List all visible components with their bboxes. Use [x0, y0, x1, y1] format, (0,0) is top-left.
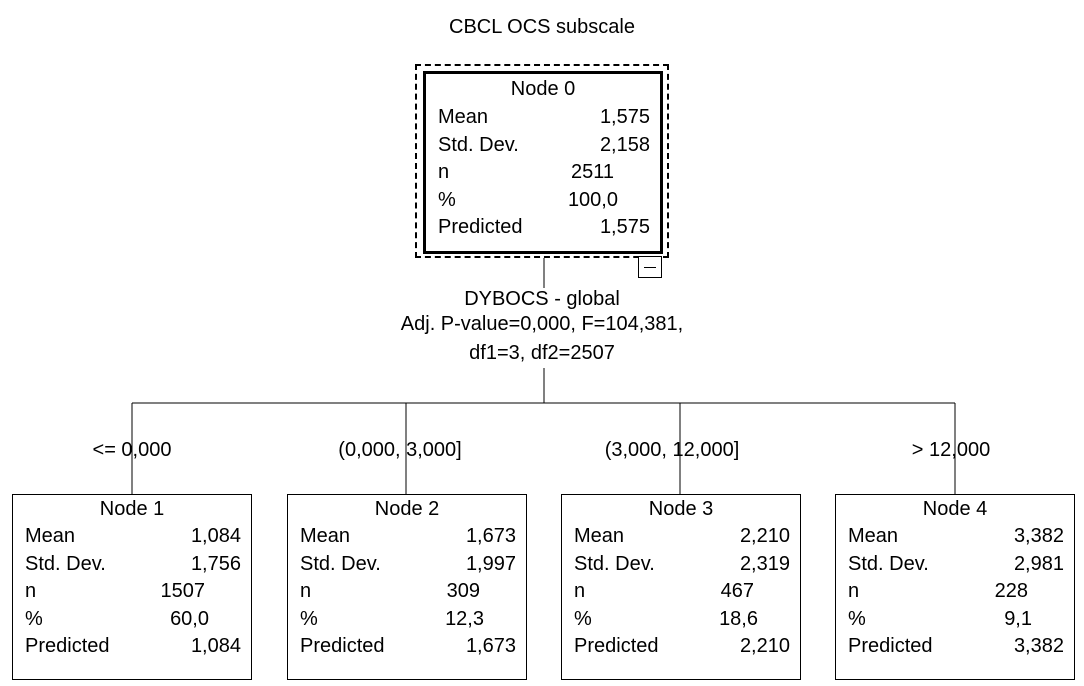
edge-label-3: (3,000, 12,000] [604, 439, 740, 461]
node-title: Node 1 [99, 498, 165, 520]
n-label: n [574, 580, 586, 602]
edge-label-1: <= 0,000 [92, 439, 172, 461]
n-value: 1507 [160, 580, 206, 602]
n-value: 309 [446, 580, 480, 602]
pred-value: 3,382 [1013, 635, 1064, 657]
pct-value: 60,0 [170, 607, 209, 630]
pct-value: 12,3 [445, 607, 484, 630]
tree-title: CBCL OCS subscale [449, 16, 635, 38]
pct-label: % [25, 607, 43, 630]
sd-value: 2,981 [1013, 552, 1064, 575]
n-value: 2511 [570, 161, 614, 183]
selection-frame [415, 64, 669, 258]
mean-label: Mean [438, 106, 489, 128]
collapse-node-button[interactable] [638, 256, 662, 278]
sd-value: 2,158 [599, 133, 650, 156]
pct-label: % [300, 607, 318, 630]
mean-value: 1,575 [599, 106, 650, 128]
n-value: 467 [720, 580, 754, 602]
mean-value: 1,084 [190, 525, 241, 547]
sd-value: 1,997 [465, 552, 516, 575]
sd-label: Std. Dev. [848, 552, 929, 575]
pct-label: % [574, 607, 592, 630]
pred-value: 1,673 [465, 635, 516, 657]
node-4[interactable]: Node 4 Mean 3,382 Std. Dev. 2,981 n 228 % 9,… [835, 494, 1075, 680]
sd-label: Std. Dev. [438, 133, 519, 156]
pred-label: Predicted [438, 216, 523, 238]
mean-label: Mean [300, 525, 351, 547]
node-3[interactable]: Node 3 Mean 2,210 Std. Dev. 2,319 n 467 % 18… [561, 494, 801, 680]
node-title: Node 4 [922, 498, 988, 520]
edge-label-2: (0,000, 3,000] [338, 439, 462, 461]
sd-label: Std. Dev. [574, 552, 655, 575]
node-title: Node 3 [648, 498, 714, 520]
mean-value: 3,382 [1013, 525, 1064, 547]
pred-value: 1,575 [599, 216, 650, 238]
n-label: n [848, 580, 860, 602]
node-title: Node 2 [374, 498, 440, 520]
pred-label: Predicted [25, 635, 110, 657]
mean-label: Mean [848, 525, 899, 547]
split-stats-line2: df1=3, df2=2507 [469, 342, 615, 364]
node-1[interactable]: Node 1 Mean 1,084 Std. Dev. 1,756 n 1507 % 6… [12, 494, 252, 680]
pct-label: % [438, 188, 456, 211]
pct-label: % [848, 607, 866, 630]
pct-value: 9,1 [1004, 607, 1032, 630]
mean-value: 2,210 [739, 525, 790, 547]
split-stats-line1: Adj. P-value=0,000, F=104,381, [400, 313, 684, 335]
n-label: n [25, 580, 37, 602]
mean-label: Mean [25, 525, 76, 547]
node-title: Node 0 [510, 78, 576, 100]
pred-value: 1,084 [190, 635, 241, 657]
mean-value: 1,673 [465, 525, 516, 547]
sd-label: Std. Dev. [25, 552, 106, 575]
split-variable: DYBOCS - global [464, 288, 620, 310]
sd-value: 1,756 [190, 552, 241, 575]
n-label: n [300, 580, 312, 602]
pred-value: 2,210 [739, 635, 790, 657]
pred-label: Predicted [848, 635, 933, 657]
pred-label: Predicted [574, 635, 659, 657]
node-0[interactable]: Node 0 Mean 1,575 Std. Dev. 2,158 n 2511 % 1… [423, 71, 663, 254]
sd-label: Std. Dev. [300, 552, 381, 575]
pct-value: 18,6 [719, 607, 758, 630]
edge-label-4: > 12,000 [911, 439, 991, 461]
pct-value: 100,0 [567, 188, 618, 211]
node-2[interactable]: Node 2 Mean 1,673 Std. Dev. 1,997 n 309 % 12… [287, 494, 527, 680]
pred-label: Predicted [300, 635, 385, 657]
sd-value: 2,319 [739, 552, 790, 575]
mean-label: Mean [574, 525, 625, 547]
n-value: 228 [994, 580, 1028, 602]
n-label: n [438, 161, 450, 183]
